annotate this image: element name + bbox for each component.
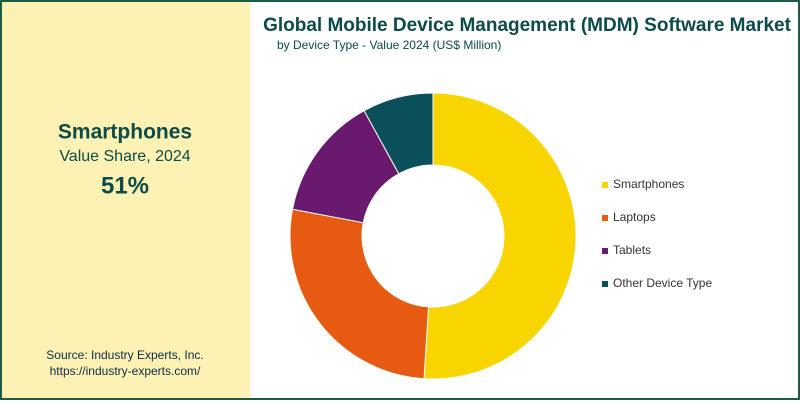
legend-label: Smartphones	[613, 177, 684, 191]
chart-title: Global Mobile Device Management (MDM) So…	[263, 15, 792, 36]
chart-subtitle: by Device Type - Value 2024 (US$ Million…	[277, 38, 501, 52]
legend-swatch	[602, 182, 608, 188]
panel-title: Smartphones	[58, 121, 192, 144]
legend-swatch	[602, 248, 608, 254]
panel-highlight: 51%	[101, 172, 149, 199]
donut-slice	[289, 208, 430, 380]
legend-swatch	[602, 281, 608, 287]
source: Source: Industry Experts, Inc.	[46, 348, 203, 362]
source-url: https://industry-experts.com/	[50, 364, 201, 378]
donut-slice	[363, 92, 434, 175]
legend-swatch	[602, 215, 608, 221]
legend-label: Tablets	[613, 243, 651, 257]
legend-label: Laptops	[613, 210, 656, 224]
side-panel	[2, 2, 250, 398]
legend-label: Other Device Type	[613, 276, 712, 290]
donut-slice	[423, 92, 577, 380]
panel-subtitle: Value Share, 2024	[59, 148, 190, 165]
